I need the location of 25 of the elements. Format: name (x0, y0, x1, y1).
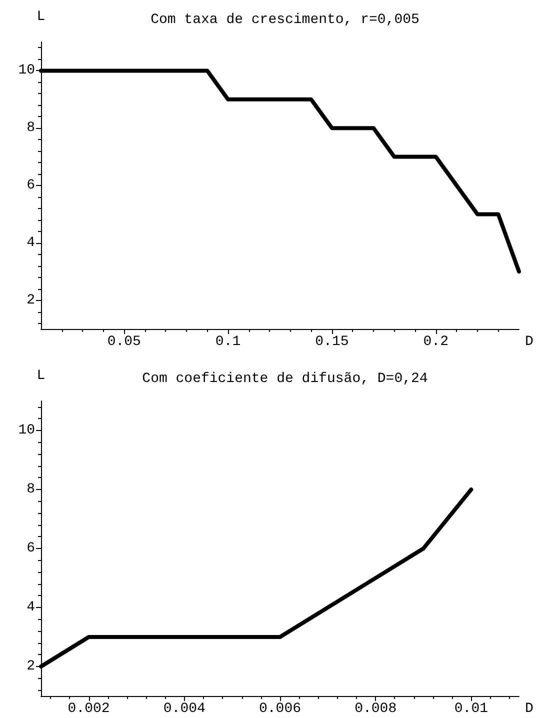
y-tick-label: 10 (18, 62, 35, 79)
x-tick-label: 0.1 (215, 334, 241, 350)
y-tick-label: 2 (26, 658, 35, 674)
x-tick-label: 0.15 (315, 334, 349, 350)
y-tick-label: 10 (18, 422, 35, 438)
y-axis-title: L (36, 368, 46, 384)
x-tick-label: 0.2 (423, 334, 448, 350)
chart-title: Com coeficiente de difusão, D=0,24 (142, 371, 428, 387)
y-tick-label: 6 (26, 540, 35, 556)
chart-title: Com taxa de crescimento, r=0,005 (150, 12, 420, 28)
x-tick-label: 0.05 (107, 334, 141, 350)
y-tick-label: 8 (26, 120, 35, 136)
y-tick-label: 4 (26, 600, 35, 616)
y-tick-label: 8 (26, 482, 35, 498)
y-tick-label: 2 (26, 292, 35, 308)
y-tick-label: 6 (26, 178, 35, 194)
x-tick-label: 0.002 (68, 701, 110, 717)
x-tick-label: 0.006 (258, 701, 302, 717)
x-tick-label: 0.01 (454, 701, 488, 717)
y-axis-title: L (36, 9, 46, 25)
x-tick-label: 0.004 (163, 701, 206, 717)
y-tick-label: 4 (26, 234, 35, 251)
x-axis-title: D (525, 701, 534, 717)
x-axis-title: D (525, 334, 534, 350)
x-tick-label: 0.008 (354, 701, 397, 717)
